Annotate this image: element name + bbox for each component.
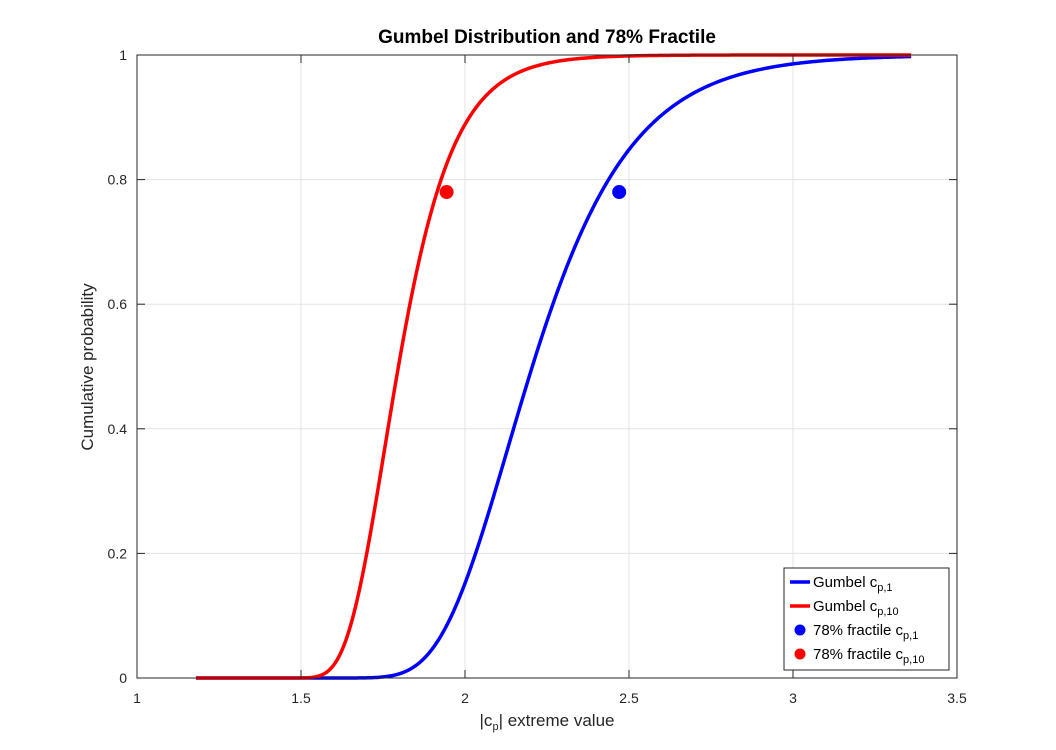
- legend-swatch-marker: [794, 624, 806, 636]
- y-tick-label: 0: [119, 670, 127, 686]
- legend-box: [783, 567, 950, 671]
- legend-label: Gumbel cp,1: [813, 574, 893, 594]
- x-tick-label: 1: [133, 690, 141, 706]
- y-tick-labels: 0 0.2 0.4 0.6 0.8 1: [108, 47, 128, 686]
- legend-label: 78% fractile cp,1: [813, 622, 918, 642]
- y-tick-label: 0.2: [108, 545, 128, 561]
- chart-title: Gumbel Distribution and 78% Fractile: [378, 27, 716, 48]
- y-tick-label: 0.8: [108, 172, 128, 188]
- x-tick-label: 2.5: [619, 690, 639, 706]
- y-axis-label: Cumulative probability: [78, 283, 97, 451]
- x-tick-label: 3.5: [947, 690, 967, 706]
- fractile-point-3: [439, 185, 454, 200]
- legend-label: Gumbel cp,10: [813, 598, 899, 618]
- axis-ticks: [136, 54, 958, 679]
- y-tick-label: 0.4: [108, 421, 128, 437]
- legend: Gumbel cp,1 Gumbel cp,10 78% fractile cp,1…: [783, 567, 950, 671]
- y-tick-label: 1: [119, 47, 127, 63]
- series-points: [439, 185, 627, 200]
- x-tick-label: 3: [789, 690, 797, 706]
- x-tick-label: 2: [461, 690, 469, 706]
- x-tick-label: 1.5: [291, 690, 311, 706]
- x-tick-labels: 1 1.5 2 2.5 3 3.5: [133, 690, 967, 706]
- legend-label: 78% fractile cp,10: [813, 646, 924, 666]
- x-axis-label: |cp| extreme value: [480, 711, 615, 733]
- plot-frame: [136, 54, 958, 679]
- fractile-point-2: [612, 185, 627, 200]
- y-tick-label: 0.6: [108, 296, 128, 312]
- legend-swatch-marker: [794, 648, 806, 660]
